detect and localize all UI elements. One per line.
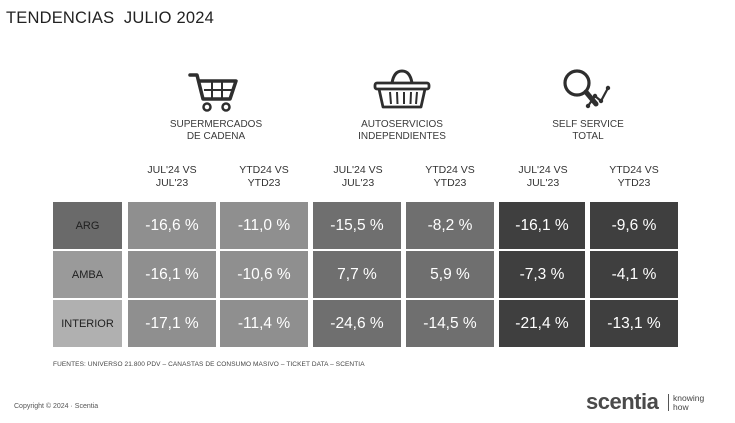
page-title: TENDENCIAS JULIO 2024 (6, 9, 214, 27)
table-cell: -17,1 % (128, 300, 216, 347)
shopping-basket-icon (373, 69, 431, 109)
table-cell: -21,4 % (499, 300, 585, 347)
table-cell: -10,6 % (220, 251, 308, 298)
category-label-supermercados: SUPERMERCADOS DE CADENA (169, 119, 263, 142)
table-cell: 7,7 % (313, 251, 401, 298)
sources-note: FUENTES: UNIVERSO 21.800 PDV – CANASTAS … (53, 361, 365, 368)
category-label-self-service: SELF SERVICE TOTAL (552, 119, 624, 142)
brand-logo: scentia (586, 389, 659, 414)
magnifier-chart-icon (563, 69, 611, 109)
column-header: YTD24 VS YTD23 (239, 164, 289, 189)
table-cell: -16,1 % (499, 202, 585, 249)
column-header: JUL'24 VS JUL'23 (333, 164, 383, 189)
column-header: JUL'24 VS JUL'23 (147, 164, 197, 189)
table-cell: -9,6 % (590, 202, 678, 249)
category-label-autoservicios: AUTOSERVICIOS INDEPENDIENTES (358, 119, 446, 142)
column-header: YTD24 VS YTD23 (425, 164, 475, 189)
table-cell: 5,9 % (406, 251, 494, 298)
table-cell: -16,1 % (128, 251, 216, 298)
table-cell: -11,0 % (220, 202, 308, 249)
table-cell: -16,6 % (128, 202, 216, 249)
row-label-amba: AMBA (53, 251, 122, 298)
shopping-cart-icon (188, 73, 238, 112)
table-cell: -13,1 % (590, 300, 678, 347)
table-cell: -8,2 % (406, 202, 494, 249)
row-label-arg: ARG (53, 202, 122, 249)
table-cell: -15,5 % (313, 202, 401, 249)
table-cell: -7,3 % (499, 251, 585, 298)
brand-tagline: knowing how (673, 393, 705, 412)
table-cell: -11,4 % (220, 300, 308, 347)
copyright: Copyright © 2024 · Scentia (14, 403, 99, 410)
table-cell: -14,5 % (406, 300, 494, 347)
table-cell: -4,1 % (590, 251, 678, 298)
column-header: JUL'24 VS JUL'23 (518, 164, 568, 189)
row-label-interior: INTERIOR (53, 300, 122, 347)
table-cell: -24,6 % (313, 300, 401, 347)
brand-divider (668, 394, 669, 411)
column-header: YTD24 VS YTD23 (609, 164, 659, 189)
